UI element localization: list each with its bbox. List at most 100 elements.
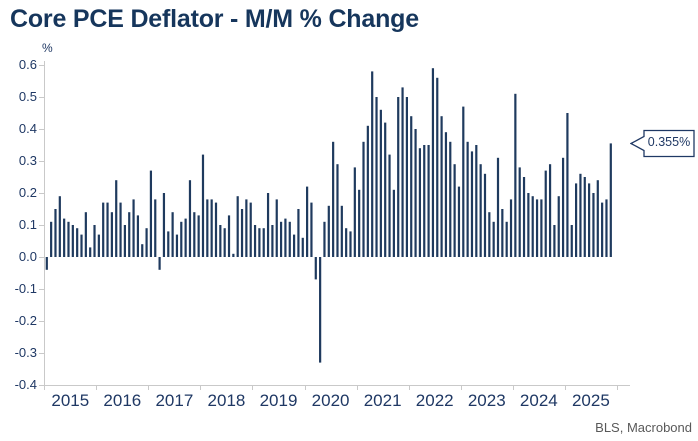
bar-2025-11	[609, 143, 612, 257]
bar-2016-11	[141, 244, 144, 257]
bar-2020-04	[319, 257, 322, 363]
bar-2017-07	[175, 234, 179, 257]
y-tick-label: 0.4	[18, 121, 37, 136]
bar-2019-04	[266, 193, 270, 257]
bar-2015-10	[84, 212, 87, 257]
bar-2023-06	[483, 173, 487, 257]
x-year-label: 2017	[155, 391, 194, 410]
bar-2019-11	[297, 209, 300, 257]
bar-2016-10	[136, 215, 140, 257]
bar-2021-07	[384, 122, 387, 257]
bar-2023-04	[475, 145, 478, 257]
bar-2025-01	[566, 113, 569, 257]
bar-2016-07	[123, 225, 126, 257]
bar-2020-12	[353, 167, 356, 257]
bar-2024-10	[553, 225, 556, 257]
bar-2018-06	[223, 228, 226, 257]
bar-2019-02	[258, 228, 261, 257]
bar-2019-12	[301, 237, 304, 257]
chart-title: Core PCE Deflator - M/M % Change	[10, 5, 419, 33]
bar-2025-07	[592, 193, 595, 257]
bar-2025-05	[583, 177, 586, 257]
bar-2020-01	[306, 186, 309, 257]
bar-2015-05	[63, 218, 66, 257]
bar-2017-05	[167, 231, 170, 257]
bar-2021-06	[379, 109, 382, 257]
bar-2025-09	[601, 202, 604, 257]
bar-2022-11	[453, 164, 456, 257]
bar-2015-12	[93, 225, 96, 257]
bar-2023-01	[462, 106, 465, 257]
x-year-label: 2016	[103, 391, 142, 410]
bar-2025-02	[570, 225, 573, 257]
bar-2024-07	[540, 199, 543, 257]
bar-2015-08	[76, 228, 79, 257]
bar-2017-01	[149, 170, 153, 257]
bar-2024-12	[561, 157, 565, 257]
bar-2018-03	[210, 199, 213, 257]
bar-2018-04	[214, 202, 218, 257]
source-attribution: BLS, Macrobond	[595, 420, 692, 435]
bar-2015-11	[89, 247, 92, 257]
bar-2022-03	[418, 148, 422, 257]
bar-2022-12	[457, 186, 461, 257]
bar-2022-07	[436, 77, 439, 257]
bar-2024-03	[522, 177, 526, 257]
bar-2022-09	[444, 132, 448, 257]
bar-2023-09	[496, 157, 500, 257]
y-tick-label: 0.5	[18, 89, 37, 104]
bar-2016-04	[110, 212, 113, 257]
x-year-label: 2021	[363, 391, 402, 410]
bar-2016-01	[97, 234, 100, 257]
bar-2021-08	[388, 154, 391, 257]
y-tick-label: -0.1	[14, 281, 37, 296]
bar-2024-02	[518, 167, 521, 257]
y-tick-label: 0.3	[18, 153, 37, 168]
x-year-label: 2019	[259, 391, 298, 410]
y-tick-label: -0.3	[14, 345, 37, 360]
bar-2022-02	[414, 129, 417, 257]
callout-bubble-shape	[630, 129, 695, 158]
bar-2019-09	[288, 221, 291, 257]
bar-2021-05	[375, 97, 378, 257]
bar-2021-10	[397, 97, 400, 257]
bar-2023-11	[505, 221, 508, 257]
bar-2023-10	[501, 209, 504, 257]
bar-2019-08	[284, 218, 287, 257]
bar-2023-08	[492, 221, 495, 257]
bar-2017-04	[162, 193, 166, 257]
bar-2025-08	[596, 180, 599, 257]
bar-2022-05	[427, 145, 430, 257]
bar-2015-02	[50, 221, 53, 257]
bar-2020-05	[323, 221, 326, 257]
bar-2018-09	[236, 196, 239, 257]
bar-2021-04	[371, 71, 374, 258]
bar-2024-01	[514, 93, 517, 257]
bar-2023-05	[479, 164, 482, 257]
bar-2020-06	[327, 205, 330, 257]
bar-2025-06	[588, 183, 591, 257]
bar-2017-08	[180, 221, 183, 257]
bar-2022-06	[431, 68, 435, 257]
bar-2020-02	[310, 202, 313, 257]
bar-2023-12	[509, 199, 513, 257]
bar-2025-10	[605, 199, 608, 257]
y-axis-unit-label: %	[42, 41, 53, 55]
bar-2018-07	[227, 215, 231, 257]
x-year-label: 2024	[519, 391, 558, 410]
bar-2021-12	[405, 97, 408, 257]
bar-2023-02	[466, 141, 469, 257]
bar-2017-02	[154, 199, 157, 257]
bar-2024-06	[535, 199, 539, 257]
bar-2022-04	[423, 145, 426, 257]
bar-2019-01	[253, 225, 257, 257]
bar-2017-12	[197, 215, 200, 257]
bar-2024-05	[531, 196, 534, 257]
bar-2019-06	[275, 199, 278, 257]
bar-2017-11	[193, 212, 196, 257]
x-year-label: 2023	[467, 391, 506, 410]
bar-2018-12	[249, 202, 252, 257]
bar-2021-03	[366, 125, 369, 257]
callout-value-text: 0.355%	[647, 135, 691, 149]
